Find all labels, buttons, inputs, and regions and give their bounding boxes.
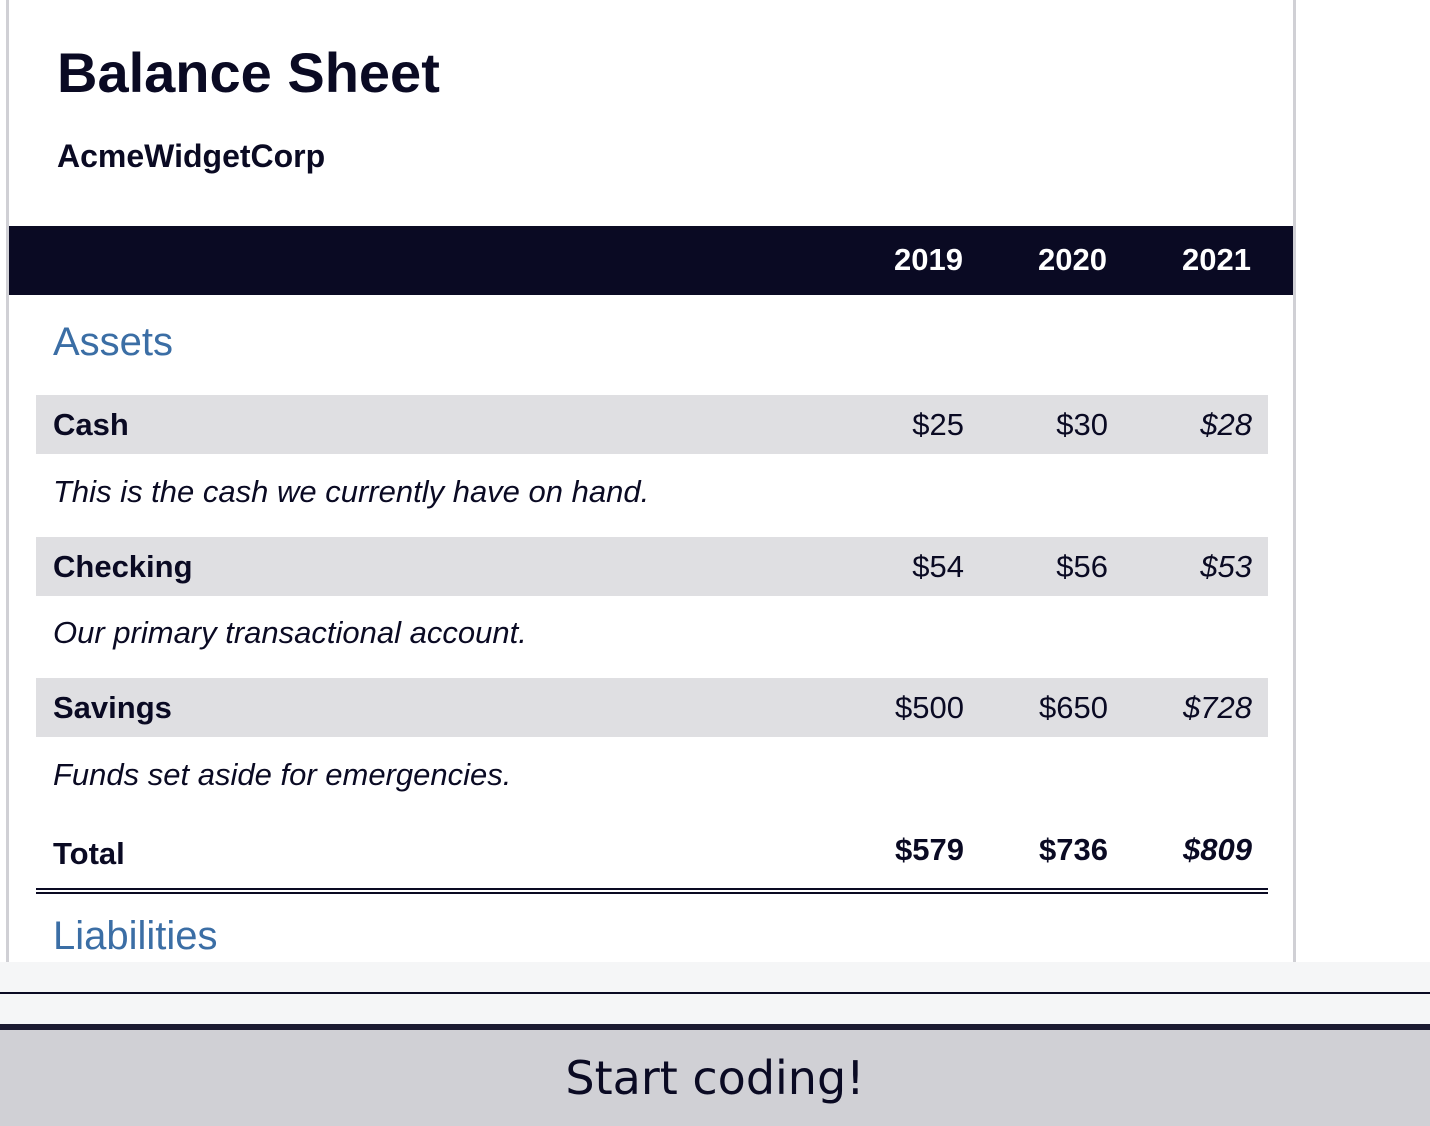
asset-description-checking: Our primary transactional account. (53, 615, 527, 650)
divider (0, 1024, 1430, 1030)
year-2020-header: 2020 (1038, 242, 1107, 277)
value-2019: $54 (912, 549, 964, 584)
balance-sheet-preview: Balance Sheet AcmeWidgetCorp 2019 2020 2… (6, 0, 1296, 962)
asset-description-savings: Funds set aside for emergencies. (53, 757, 512, 792)
value-2021: $53 (1200, 549, 1252, 584)
value-2019: $25 (912, 407, 964, 442)
value-2020: $650 (1039, 690, 1108, 725)
editor-footer: Start coding! (0, 962, 1430, 1126)
year-2019-header: 2019 (894, 242, 963, 277)
year-2021-header: 2021 (1182, 242, 1251, 277)
company-name: AcmeWidgetCorp (57, 138, 326, 174)
page-title: Balance Sheet (57, 41, 440, 104)
value-2021: $728 (1183, 690, 1252, 725)
row-label: Savings (53, 690, 172, 725)
asset-row-savings: Savings $500 $650 $728 (36, 678, 1268, 737)
year-header-row: 2019 2020 2021 (9, 226, 1293, 295)
total-2021: $809 (1183, 832, 1252, 867)
start-coding-button[interactable]: Start coding! (0, 1030, 1430, 1126)
assets-total-row: Total $579 $736 $809 (36, 820, 1268, 894)
liabilities-heading: Liabilities (53, 914, 218, 958)
asset-row-checking: Checking $54 $56 $53 (36, 537, 1268, 596)
value-2019: $500 (895, 690, 964, 725)
row-label: Cash (53, 407, 129, 442)
asset-description-cash: This is the cash we currently have on ha… (53, 474, 650, 509)
row-label: Checking (53, 549, 193, 584)
total-2019: $579 (895, 832, 964, 867)
total-label: Total (53, 836, 125, 871)
value-2020: $30 (1056, 407, 1108, 442)
divider (0, 992, 1430, 994)
total-2020: $736 (1039, 832, 1108, 867)
asset-row-cash: Cash $25 $30 $28 (36, 395, 1268, 454)
value-2021: $28 (1200, 407, 1252, 442)
assets-heading: Assets (53, 320, 174, 364)
value-2020: $56 (1056, 549, 1108, 584)
